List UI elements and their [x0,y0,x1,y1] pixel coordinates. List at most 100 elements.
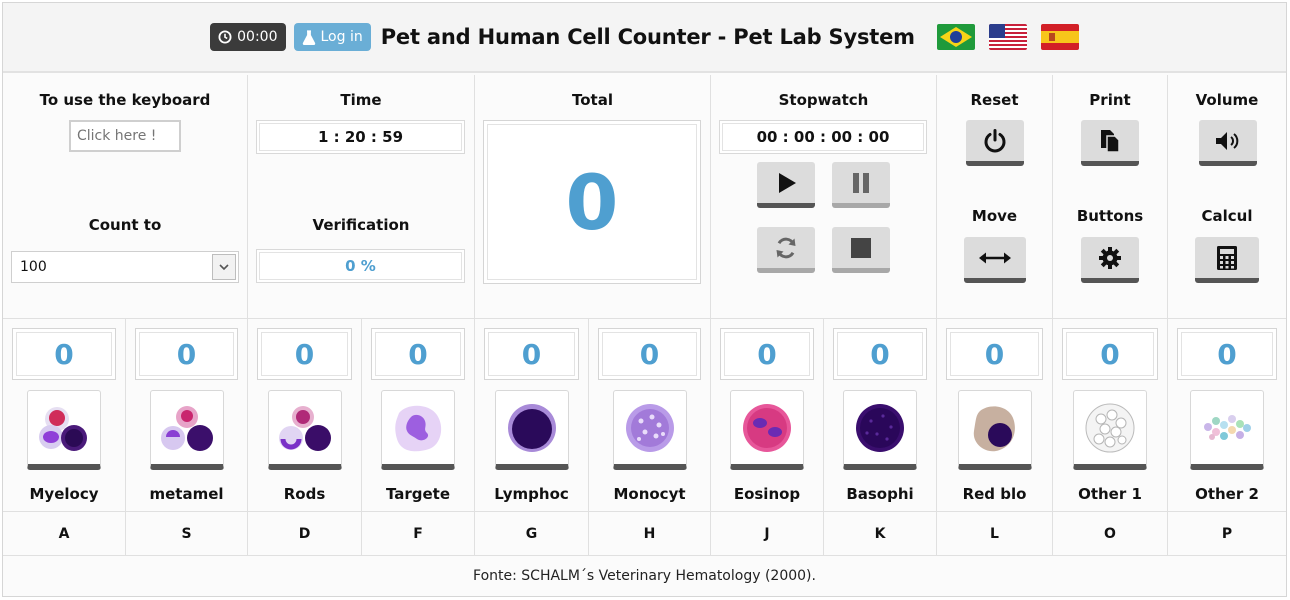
stopwatch-restart-button[interactable] [757,227,815,273]
volume-icon [1216,131,1239,150]
verification-label: Verification [312,216,410,234]
count-to-label: Count to [88,216,162,234]
counter-value: 0 [1062,328,1158,380]
total-value: 0 [565,157,619,247]
shortcut-key: O [1053,512,1168,556]
cell-name: Targete [385,485,451,503]
cell-name: Rods [283,485,326,503]
counter-basophil: 0 Basophi [824,319,937,513]
buttons-settings-button[interactable] [1081,237,1139,283]
shortcut-key: H [589,512,711,556]
shortcut-key: J [711,512,824,556]
move-label: Move [971,207,1018,225]
basophil-cell-icon [856,403,904,452]
rods-button[interactable] [267,390,342,470]
volume-panel: Volume Calcul [1168,75,1286,318]
shortcut-key: P [1221,526,1233,542]
print-panel: Print Buttons [1053,75,1168,318]
stop-icon [851,237,871,258]
cell-name: Basophi [846,485,914,503]
counter-value: 0 [12,328,116,380]
chevron-down-icon [212,254,236,280]
usa-flag-icon[interactable] [988,24,1027,50]
stopwatch-stop-button[interactable] [832,227,890,273]
counter-eosinophil: 0 Eosinop [711,319,824,513]
calculator-icon [1217,245,1237,270]
counter-myelocyte: 0 Myelocy [3,319,126,513]
cell-name: Other 2 [1195,485,1259,503]
play-icon [779,172,796,193]
reset-panel: Reset Move [937,75,1053,318]
spain-flag-icon[interactable] [1040,24,1079,50]
shortcut-key: D [248,512,362,556]
stopwatch-pause-button[interactable] [832,162,890,208]
cell-name: Red blo [962,485,1027,503]
cell-name: Other 1 [1078,485,1142,503]
session-timer-text: 00:00 [237,29,278,45]
targeted-button[interactable] [381,390,455,470]
basophil-button[interactable] [843,390,917,470]
footer-source: Fonte: SCHALM´s Veterinary Hematology (2… [473,568,816,584]
cell-name: Eosinop [733,485,801,503]
counter-monocyte: 0 Monocyt [589,319,711,513]
shortcut-key: L [937,512,1053,556]
red-blood-button[interactable] [957,390,1032,470]
shortcut-key: F [362,512,475,556]
header-bar: 00:00 Log in Pet and Human Cell Counter … [3,3,1286,73]
counter-value: 0 [484,328,579,380]
cell-name: Myelocy [29,485,99,503]
shortcut-key: A [3,512,126,556]
print-button[interactable] [1081,120,1139,166]
counter-value: 0 [1177,328,1277,380]
monocyte-cell-icon [625,403,674,452]
stopwatch-play-button[interactable] [757,162,815,208]
counter-lymphocyte: 0 Lymphoc [475,319,589,513]
keyboard-panel: To use the keyboard Count to 100 [3,75,248,318]
eosinophil-button[interactable] [730,390,804,470]
time-display: 1 : 20 : 59 [256,120,465,154]
total-panel: Total 0 [475,75,711,318]
print-label: Print [1089,91,1131,109]
metamyelocyte-button[interactable] [149,390,224,470]
pause-icon [853,172,869,193]
shortcut-key: K [824,512,937,556]
page-title: Pet and Human Cell Counter - Pet Lab Sys… [380,25,915,49]
brazil-flag-icon[interactable] [936,24,975,50]
other-1-cell-icon [1085,403,1135,452]
login-button[interactable]: Log in [293,23,371,51]
counter-other-1: 0 Other 1 [1053,319,1168,513]
total-display: 0 [483,120,701,284]
counter-value: 0 [833,328,927,380]
other-1-button[interactable] [1073,390,1147,470]
move-button[interactable] [964,237,1026,283]
volume-button[interactable] [1199,120,1257,166]
volume-label: Volume [1195,91,1259,109]
reset-button[interactable] [966,120,1024,166]
counter-targeted: 0 Targete [362,319,475,513]
myelocyte-button[interactable] [27,390,101,470]
counter-value: 0 [371,328,465,380]
counter-value: 0 [946,328,1043,380]
counter-rods: 0 Rods [248,319,362,513]
keyboard-input[interactable] [69,120,181,152]
login-label: Log in [320,29,363,45]
power-icon [984,128,1006,152]
other-2-button[interactable] [1190,390,1264,470]
calculator-button[interactable] [1195,237,1259,283]
time-label: Time [340,91,382,109]
session-timer-badge: 00:00 [210,23,286,51]
copy-icon [1101,129,1120,153]
stopwatch-panel: Stopwatch 00 : 00 : 00 : 00 [711,75,937,318]
eosinophil-cell-icon [743,403,791,452]
monocyte-button[interactable] [612,390,687,470]
counter-value: 0 [598,328,701,380]
myelocyte-cell-icon [39,406,87,451]
count-to-select[interactable]: 100 [11,251,239,283]
cell-name: Monocyt [613,485,686,503]
counter-value: 0 [257,328,352,380]
red-blood-cell-icon [973,405,1015,451]
keyboard-shortcut-row: A S D F G H J K L O P [3,512,1286,556]
clock-icon [218,30,232,44]
lymphocyte-button[interactable] [494,390,569,470]
